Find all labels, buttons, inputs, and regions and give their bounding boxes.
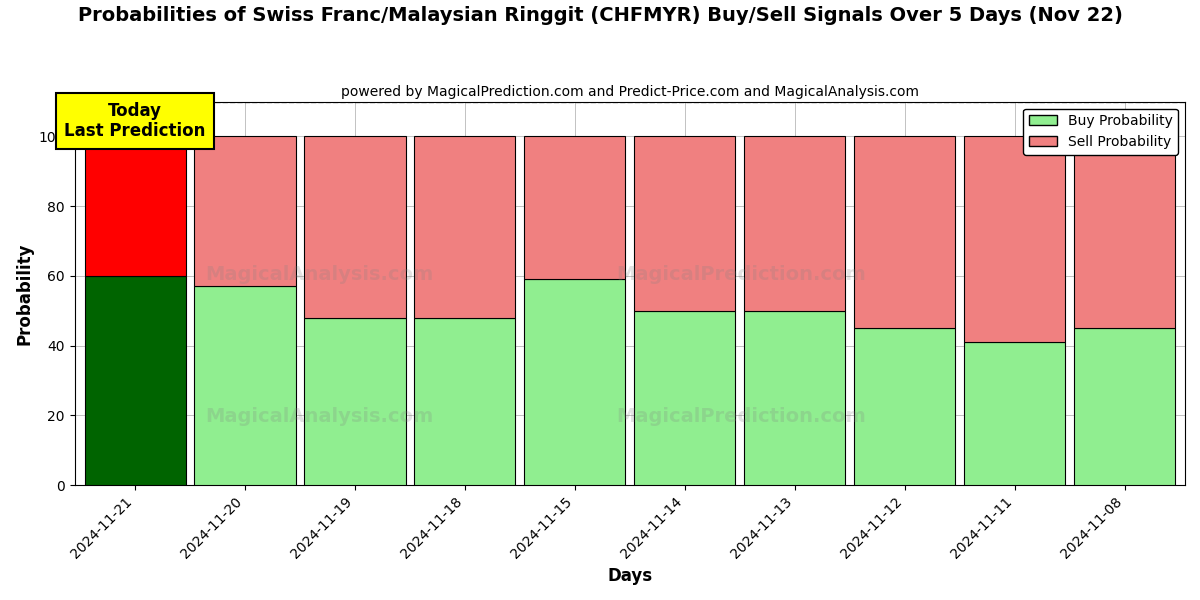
Bar: [964, 136, 1066, 342]
Bar: [305, 136, 406, 318]
X-axis label: Days: Days: [607, 567, 653, 585]
Bar: [854, 328, 955, 485]
Y-axis label: Probability: Probability: [16, 242, 34, 344]
Bar: [964, 342, 1066, 485]
Text: Probabilities of Swiss Franc/Malaysian Ringgit (CHFMYR) Buy/Sell Signals Over 5 : Probabilities of Swiss Franc/Malaysian R…: [78, 6, 1122, 25]
Legend: Buy Probability, Sell Probability: Buy Probability, Sell Probability: [1024, 109, 1178, 155]
Text: MagicalPrediction.com: MagicalPrediction.com: [616, 407, 865, 425]
Bar: [414, 136, 516, 318]
Bar: [84, 276, 186, 485]
Text: MagicalAnalysis.com: MagicalAnalysis.com: [205, 407, 433, 425]
Bar: [524, 136, 625, 280]
Bar: [305, 318, 406, 485]
Bar: [744, 311, 845, 485]
Text: Today
Last Prediction: Today Last Prediction: [65, 101, 206, 140]
Bar: [635, 136, 736, 311]
Text: MagicalPrediction.com: MagicalPrediction.com: [616, 265, 865, 284]
Bar: [1074, 328, 1175, 485]
Bar: [84, 136, 186, 276]
Bar: [1074, 136, 1175, 328]
Bar: [194, 136, 295, 286]
Text: MagicalAnalysis.com: MagicalAnalysis.com: [205, 265, 433, 284]
Bar: [414, 318, 516, 485]
Bar: [524, 280, 625, 485]
Bar: [744, 136, 845, 311]
Title: powered by MagicalPrediction.com and Predict-Price.com and MagicalAnalysis.com: powered by MagicalPrediction.com and Pre…: [341, 85, 919, 99]
Bar: [194, 286, 295, 485]
Bar: [854, 136, 955, 328]
Bar: [635, 311, 736, 485]
